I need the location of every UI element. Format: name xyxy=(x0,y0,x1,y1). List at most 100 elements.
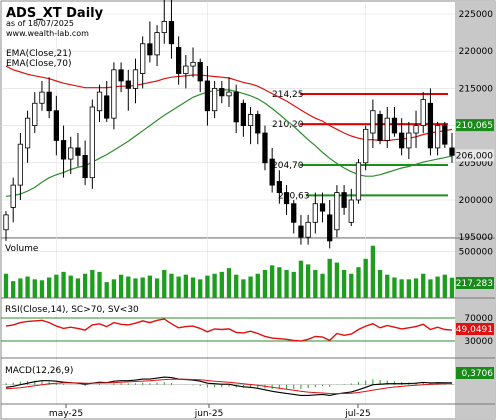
candle xyxy=(348,188,354,227)
volume-bar xyxy=(377,270,383,298)
volume-bar xyxy=(82,273,88,298)
candle-body xyxy=(434,125,441,149)
candle-body xyxy=(219,88,225,97)
candle-body xyxy=(363,128,369,164)
candle xyxy=(161,0,167,44)
candle-body xyxy=(46,91,52,112)
volume-bar xyxy=(3,273,9,298)
volume-bar xyxy=(349,273,354,298)
price-tick-label: 205000 xyxy=(459,159,494,169)
candle xyxy=(420,92,426,134)
volume-bar xyxy=(399,279,404,298)
volume-bar xyxy=(39,280,45,298)
candle xyxy=(46,77,52,119)
volume-badge-text: 217,283 xyxy=(456,279,493,289)
volume-bar xyxy=(68,275,73,298)
candle-body xyxy=(240,102,247,126)
volume-bar xyxy=(406,279,411,298)
volume-bar xyxy=(183,274,188,298)
volume-label: Volume xyxy=(5,244,39,254)
candle xyxy=(89,99,95,189)
volume-bar xyxy=(18,278,23,298)
volume-bar xyxy=(111,279,117,298)
candle-body xyxy=(233,91,239,123)
candle-body xyxy=(255,114,261,134)
candle-body xyxy=(413,125,419,134)
price-tick-label: 220000 xyxy=(459,47,494,57)
candle-body xyxy=(305,221,311,238)
candle-body xyxy=(3,214,9,231)
last-value-badge xyxy=(456,119,494,132)
candle xyxy=(406,121,412,160)
candle xyxy=(269,147,275,193)
candle-body xyxy=(168,21,175,45)
candle xyxy=(391,107,398,137)
candle xyxy=(75,133,81,167)
volume-bar xyxy=(442,274,447,298)
candle xyxy=(32,92,38,134)
macd-badge-text: 0,3706 xyxy=(462,369,494,379)
ema21-label: EMA(Close,21) xyxy=(6,49,71,59)
candle xyxy=(247,107,254,145)
candle xyxy=(399,118,405,156)
candle-body xyxy=(32,102,38,126)
candle xyxy=(255,110,261,145)
volume-bar xyxy=(154,278,160,298)
candle xyxy=(327,200,333,249)
candle-body xyxy=(283,192,290,205)
volume-panel: 500000 217,283 xyxy=(1,245,495,299)
candle xyxy=(434,121,441,156)
candle xyxy=(226,77,232,107)
x-axis: may-25 jun-25 jul-25 xyxy=(1,403,495,419)
macd-signal-line xyxy=(5,378,453,395)
candle-body xyxy=(10,184,16,208)
candle-body xyxy=(406,132,412,149)
rsi-label: RSI(Close,14), SC>70, SV<30 xyxy=(5,305,139,315)
candle-body xyxy=(82,154,88,179)
level-label: 214,25 xyxy=(272,90,304,100)
candle xyxy=(53,95,59,156)
last-value-text: 206,000 xyxy=(456,151,493,161)
volume-bar xyxy=(356,267,361,298)
volume-bar xyxy=(176,276,181,298)
candle-body xyxy=(427,102,434,149)
x-tick-label: may-25 xyxy=(49,409,83,419)
candle xyxy=(24,110,31,163)
volume-badge xyxy=(456,277,494,289)
volume-bar xyxy=(205,275,210,298)
candle-body xyxy=(118,69,124,82)
candle xyxy=(312,192,318,234)
candle-body xyxy=(247,114,254,127)
candle xyxy=(283,185,290,215)
last-value-badge xyxy=(456,149,494,162)
candle xyxy=(341,185,347,215)
volume-bar xyxy=(25,276,30,298)
candle xyxy=(132,58,139,104)
candle xyxy=(240,99,247,137)
candle-body xyxy=(104,95,110,119)
candle-body xyxy=(262,132,268,164)
candle xyxy=(276,170,282,204)
candle-body xyxy=(161,21,167,34)
candle-body xyxy=(154,32,160,56)
candle-body xyxy=(384,117,390,141)
candle xyxy=(298,214,304,245)
candle-body xyxy=(341,192,347,208)
candle xyxy=(204,66,211,126)
price-tick-label: 215000 xyxy=(459,84,494,94)
volume-bar xyxy=(75,278,81,298)
macd-panel: 0,3706 xyxy=(1,367,494,396)
volume-bar xyxy=(413,278,419,298)
volume-bar xyxy=(327,258,332,298)
volume-bar xyxy=(190,277,196,298)
rsi-tick-label: 30000 xyxy=(464,337,493,347)
candle xyxy=(10,177,16,223)
volume-bar xyxy=(305,264,311,298)
volume-bar xyxy=(277,267,282,298)
candle xyxy=(370,99,376,148)
candle xyxy=(125,69,131,111)
candle xyxy=(211,80,218,119)
candle xyxy=(3,211,9,241)
candle-body xyxy=(96,91,103,112)
candle xyxy=(183,54,189,89)
